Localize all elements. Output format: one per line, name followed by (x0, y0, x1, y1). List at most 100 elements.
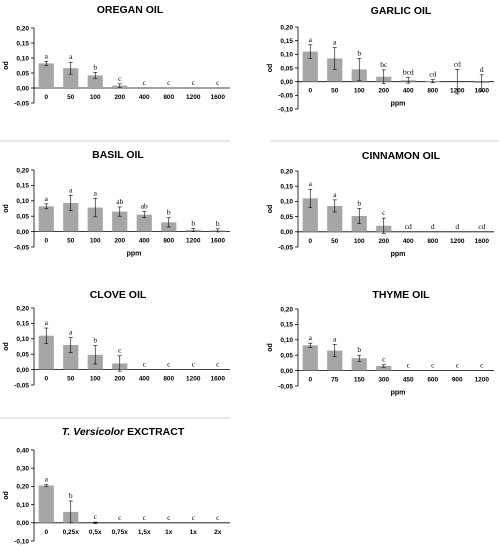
significance-letter: a (69, 185, 73, 194)
y-tick-label: 0,20 (16, 484, 29, 491)
x-tick-label: 600 (427, 377, 438, 384)
x-tick-label: 0 (44, 94, 48, 101)
x-tick-label: 100 (90, 238, 101, 245)
x-tick-label: 1600 (211, 94, 226, 101)
y-tick-label: -0,05 (278, 93, 293, 100)
bar (327, 350, 343, 371)
y-tick-label: 0,05 (280, 353, 293, 360)
significance-letter: c (407, 361, 411, 370)
significance-letter: cd (429, 69, 436, 78)
significance-letter: c (167, 513, 171, 522)
significance-letter: ab (141, 202, 148, 211)
chart-title: T. Versicolor EXCTRACT (62, 426, 185, 438)
bar (38, 335, 54, 370)
y-tick-label: 0,20 (16, 25, 29, 32)
y-tick-label: 0,10 (280, 337, 293, 344)
bar (302, 198, 318, 232)
y-tick-label: 0,05 (16, 214, 29, 221)
significance-letter: c (118, 74, 122, 83)
x-tick-label: 1600 (475, 88, 490, 95)
x-tick-label: 0,75x (112, 529, 129, 536)
significance-letter: c (143, 78, 147, 87)
y-tick-label: 0,00 (280, 229, 293, 236)
x-tick-label: 200 (378, 238, 389, 245)
y-tick-label: 0,10 (16, 502, 29, 509)
x-tick-label: 150 (354, 377, 365, 384)
significance-letter: b (167, 208, 171, 217)
significance-letter: b (69, 491, 73, 500)
chart-title-italic: T. Versicolor (62, 426, 127, 438)
y-tick-label: -0,05 (278, 244, 293, 251)
significance-letter: c (143, 360, 147, 369)
x-tick-label: 0 (44, 376, 48, 383)
bar (87, 75, 103, 88)
y-axis-label: od (267, 64, 274, 73)
significance-letter: a (333, 38, 337, 47)
y-axis-label: od (3, 342, 10, 351)
significance-letter: c (382, 208, 386, 217)
chart-panel-5: CLOVE OIL -0,05 0,00 0,05 0,10 0,15 0,20 od a 0 a 5… (3, 289, 230, 389)
y-tick-label: 0,20 (280, 168, 293, 175)
significance-letter: c (216, 360, 220, 369)
x-tick-label: 200 (378, 88, 389, 95)
y-tick-label: 0,30 (16, 466, 29, 473)
chart-panel-6: THYME OIL -0,05 0,00 0,05 0,10 0,15 0,20 od a 0 a 7… (267, 289, 494, 397)
y-tick-label: -0,05 (14, 244, 29, 251)
bar (376, 365, 392, 371)
y-tick-label: 0,15 (280, 184, 293, 191)
x-tick-label: 800 (163, 376, 174, 383)
x-axis-label: ppm (391, 390, 406, 397)
significance-letter: ab (116, 197, 123, 206)
x-tick-label: 0 (44, 529, 48, 536)
significance-letter: b (93, 62, 97, 71)
significance-letter: a (333, 334, 337, 343)
significance-letter: c (480, 361, 484, 370)
chart-panel-2: GARLIC OIL -0,10 -0,05 0,00 0,05 0,10 0,15 0,20… (267, 5, 494, 113)
chart-title-text: CINNAMON OIL (362, 150, 441, 162)
y-tick-label: 0,00 (16, 85, 29, 92)
y-tick-label: 0,00 (16, 520, 29, 527)
x-tick-label: 1,5x (138, 529, 151, 536)
x-tick-label: 1600 (211, 238, 226, 245)
x-tick-label: 400 (403, 238, 414, 245)
significance-letter: c (216, 78, 220, 87)
significance-letter: bc (380, 60, 388, 69)
chart-title: OREGAN OIL (97, 4, 164, 16)
y-axis-label: od (3, 61, 10, 70)
chart-title: THYME OIL (372, 289, 430, 301)
chart-title: CLOVE OIL (90, 289, 147, 301)
chart-panel-7: T. Versicolor EXCTRACT -0,10 0,00 0,10 0,20 0… (3, 426, 230, 545)
significance-letter: c (167, 78, 171, 87)
x-tick-label: 1200 (186, 238, 201, 245)
y-tick-label: -0,05 (14, 382, 29, 389)
y-tick-label: -0,10 (278, 106, 293, 113)
x-tick-label: 1200 (475, 377, 490, 384)
bar (38, 206, 54, 232)
significance-letter: d (480, 65, 484, 74)
y-tick-label: -0,05 (278, 383, 293, 390)
significance-letter: c (118, 513, 122, 522)
y-tick-label: 0,05 (16, 70, 29, 77)
chart-title-text: EXCTRACT (127, 426, 185, 438)
x-tick-label: 1600 (211, 376, 226, 383)
significance-letter: a (309, 333, 313, 342)
y-tick-label: 0,20 (16, 305, 29, 312)
x-tick-label: 1200 (186, 376, 201, 383)
x-tick-label: 50 (67, 94, 75, 101)
significance-letter: a (309, 35, 313, 44)
x-tick-label: 400 (403, 88, 414, 95)
x-tick-label: 2x (214, 529, 222, 536)
x-tick-label: 800 (427, 238, 438, 245)
x-tick-label: 1600 (475, 238, 490, 245)
significance-letter: c (431, 361, 435, 370)
y-tick-label: 0,05 (280, 214, 293, 221)
chart-title: CINNAMON OIL (362, 150, 441, 162)
x-tick-label: 900 (452, 377, 463, 384)
significance-letter: a (333, 190, 337, 199)
significance-letter: a (69, 52, 73, 61)
y-axis-label: od (3, 204, 10, 213)
significance-letter: c (382, 355, 386, 364)
significance-letter: b (357, 345, 361, 354)
y-tick-label: 0,15 (16, 40, 29, 47)
y-tick-label: 0,20 (16, 167, 29, 174)
